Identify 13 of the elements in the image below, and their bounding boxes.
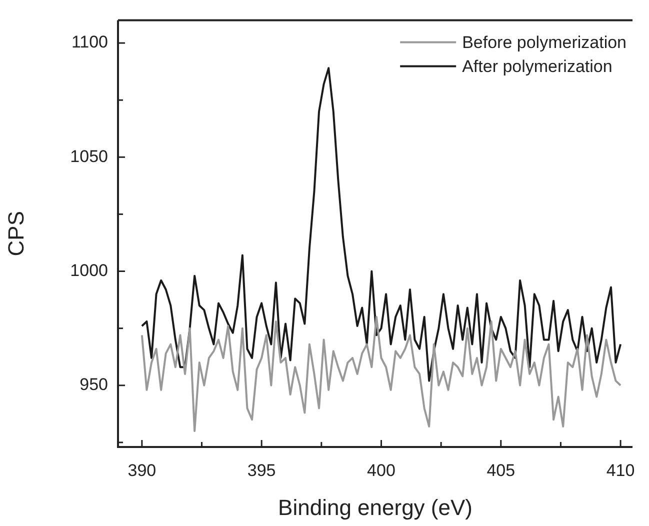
x-tick-label: 395 — [247, 460, 276, 480]
x-tick-label: 410 — [606, 460, 635, 480]
x-tick-label: 405 — [486, 460, 516, 480]
y-tick-label: 950 — [80, 375, 108, 394]
x-tick-label: 390 — [128, 460, 156, 480]
legend-label: After polymerization — [462, 56, 612, 76]
y-tick-label: 1050 — [70, 146, 108, 166]
legend-label: Before polymerization — [462, 32, 627, 52]
y-tick-label: 1000 — [70, 260, 108, 280]
y-tick-label: 1100 — [71, 32, 108, 52]
x-axis-title: Binding energy (eV) — [278, 494, 472, 520]
x-tick-label: 400 — [367, 460, 396, 480]
y-axis-title: CPS — [3, 210, 28, 256]
